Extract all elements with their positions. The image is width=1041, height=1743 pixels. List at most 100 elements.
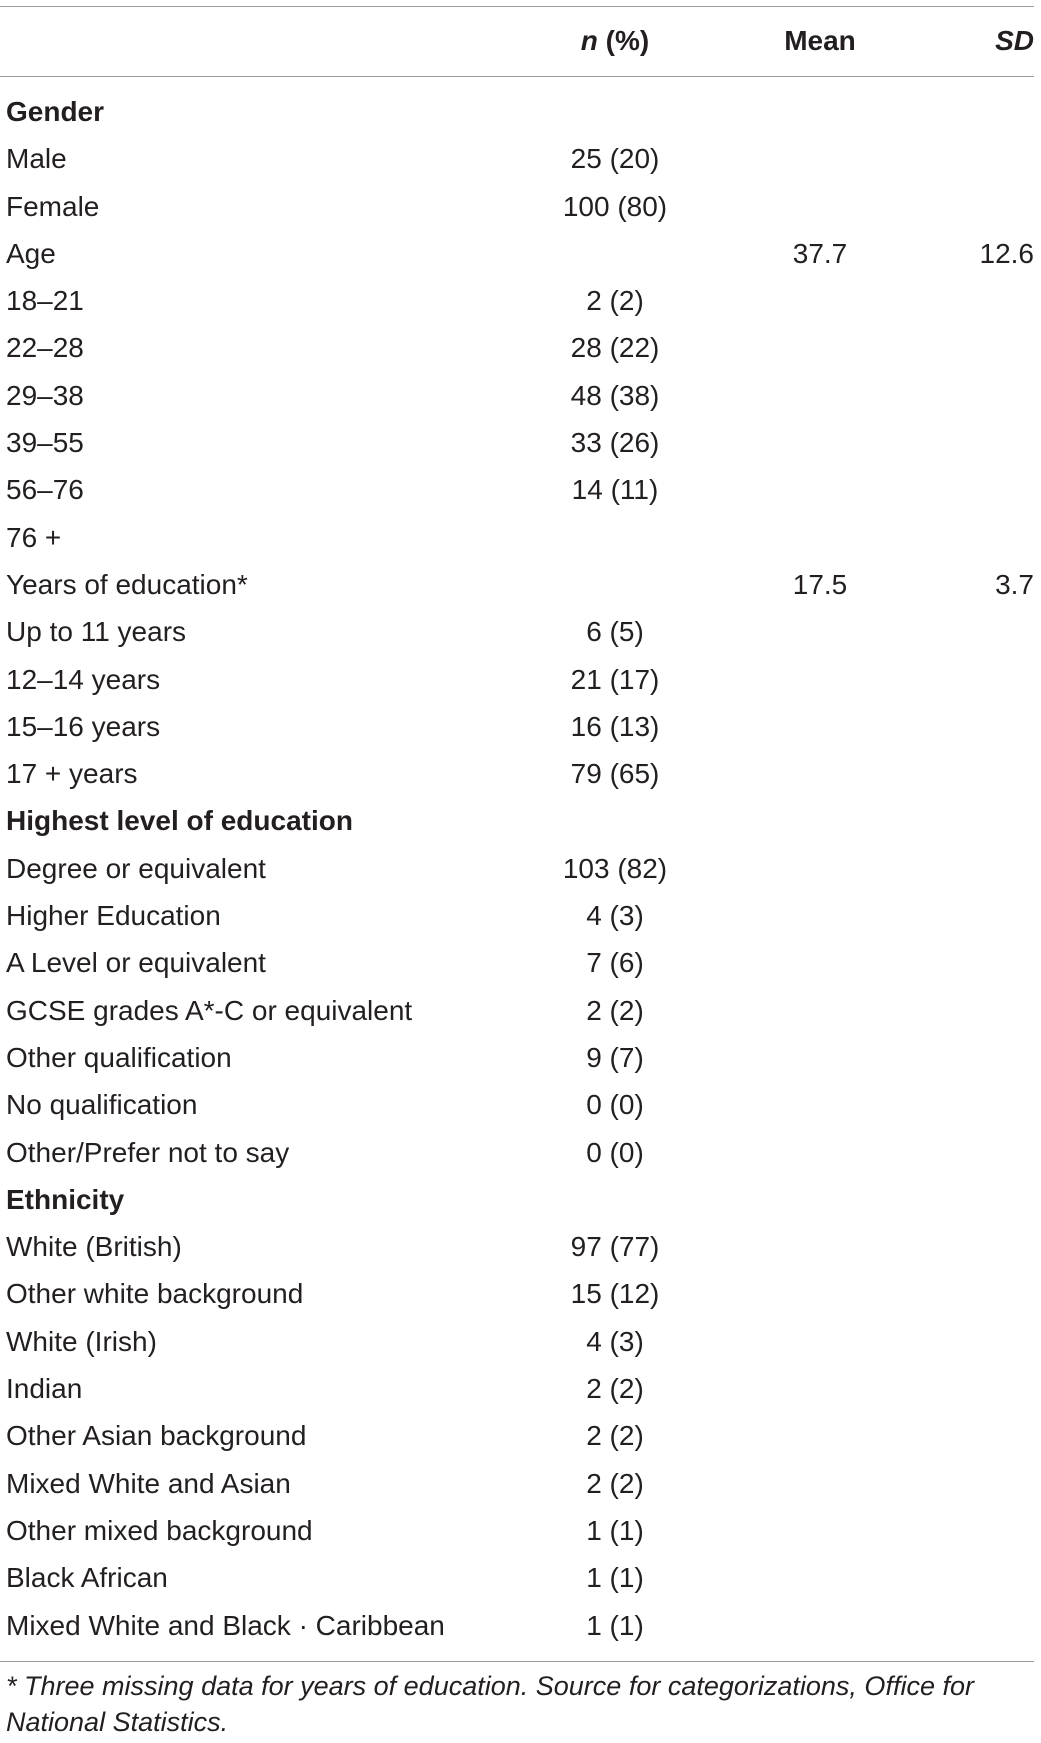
header-n-italic: n	[580, 25, 598, 56]
row-sd	[900, 608, 1034, 655]
row-n-percent	[540, 230, 690, 277]
row-n-percent: 25 (20)	[570, 143, 660, 175]
table-row: Age 37.7 12.6	[0, 230, 1034, 277]
row-sd	[900, 845, 1034, 892]
row-mean	[760, 183, 880, 230]
row-sd	[900, 750, 1034, 797]
row-n-percent: 97 (77)	[570, 1231, 660, 1263]
table-row: White (Irish) 4 (3)	[0, 1318, 1034, 1365]
section-heading-row: Highest level of education	[0, 797, 1034, 844]
table-header-rule	[0, 76, 1034, 77]
row-label: 56–76	[6, 474, 84, 506]
row-label: Up to 11 years	[6, 616, 187, 648]
header-n-rest: (%)	[597, 25, 650, 56]
row-n-percent: 6 (5)	[586, 616, 644, 648]
row-mean	[760, 1507, 880, 1554]
row-sd: 12.6	[979, 237, 1035, 269]
row-sd	[900, 939, 1034, 986]
row-sd	[900, 1034, 1034, 1081]
row-mean	[760, 1034, 880, 1081]
row-mean	[760, 466, 880, 513]
row-label: Other white background	[6, 1278, 304, 1310]
row-n-percent: 2 (2)	[586, 285, 644, 317]
row-label: 17 + years	[6, 758, 138, 790]
row-sd	[900, 892, 1034, 939]
row-label: 15–16 years	[6, 710, 161, 742]
row-n-percent: 16 (13)	[570, 710, 660, 742]
row-label: 12–14 years	[6, 663, 161, 695]
row-sd	[900, 419, 1034, 466]
table-row: Mixed White and Black · Caribbean 1 (1)	[0, 1602, 1034, 1649]
row-label: Other/Prefer not to say	[6, 1136, 290, 1168]
table-row: 29–38 48 (38)	[0, 372, 1034, 419]
row-n-percent: 9 (7)	[586, 1041, 644, 1073]
table-row: Mixed White and Asian 2 (2)	[0, 1460, 1034, 1507]
row-mean: 37.7	[792, 237, 848, 269]
row-mean	[760, 1460, 880, 1507]
row-sd	[900, 135, 1034, 182]
row-label: 76 +	[6, 521, 62, 553]
header-sd: SD	[995, 25, 1034, 56]
row-mean	[760, 845, 880, 892]
row-mean	[760, 1223, 880, 1270]
row-mean	[760, 324, 880, 371]
row-sd: 3.7	[995, 568, 1034, 600]
row-label: Other qualification	[6, 1041, 232, 1073]
row-n-percent: 0 (0)	[586, 1089, 644, 1121]
row-sd	[900, 1602, 1034, 1649]
table-row: Up to 11 years 6 (5)	[0, 608, 1034, 655]
table-row: 76 +	[0, 514, 1034, 561]
row-sd	[900, 372, 1034, 419]
row-label: GCSE grades A*-C or equivalent	[6, 994, 413, 1026]
table-row: Higher Education 4 (3)	[0, 892, 1034, 939]
row-sd	[900, 1270, 1034, 1317]
row-n-percent: 1 (1)	[586, 1562, 644, 1594]
row-label: Years of education*	[6, 568, 248, 600]
row-sd	[900, 1460, 1034, 1507]
row-n-percent: 100 (80)	[562, 190, 668, 222]
table-row: 17 + years 79 (65)	[0, 750, 1034, 797]
row-mean	[760, 277, 880, 324]
row-mean	[760, 1602, 880, 1649]
row-sd	[900, 324, 1034, 371]
table-row: No qualification 0 (0)	[0, 1081, 1034, 1128]
row-label: Mixed White and Asian	[6, 1467, 291, 1499]
row-label: Ethnicity	[6, 1183, 125, 1215]
table-row: Other Asian background 2 (2)	[0, 1412, 1034, 1459]
table-row: Years of education* 17.5 3.7	[0, 561, 1034, 608]
row-n-percent: 79 (65)	[570, 758, 660, 790]
row-mean	[760, 987, 880, 1034]
row-sd	[900, 1554, 1034, 1601]
row-mean	[760, 88, 880, 135]
row-mean	[760, 372, 880, 419]
row-mean	[760, 1129, 880, 1176]
row-sd	[900, 656, 1034, 703]
row-n-percent: 21 (17)	[570, 663, 660, 695]
row-sd	[900, 987, 1034, 1034]
row-label: Black African	[6, 1562, 168, 1594]
row-label: Degree or equivalent	[6, 852, 266, 884]
row-sd	[900, 466, 1034, 513]
row-mean	[760, 892, 880, 939]
row-sd	[900, 514, 1034, 561]
row-n-percent	[540, 88, 690, 135]
row-sd	[900, 88, 1034, 135]
row-mean	[760, 656, 880, 703]
row-sd	[900, 1223, 1034, 1270]
row-sd	[900, 183, 1034, 230]
row-n-percent: 15 (12)	[570, 1278, 660, 1310]
row-n-percent: 2 (2)	[586, 1420, 644, 1452]
row-mean	[760, 750, 880, 797]
row-n-percent	[540, 797, 690, 844]
table-row: Male 25 (20)	[0, 135, 1034, 182]
table-row: Other/Prefer not to say 0 (0)	[0, 1129, 1034, 1176]
table-row: Other mixed background 1 (1)	[0, 1507, 1034, 1554]
table-row: A Level or equivalent 7 (6)	[0, 939, 1034, 986]
table-row: Degree or equivalent 103 (82)	[0, 845, 1034, 892]
row-n-percent	[540, 514, 690, 561]
row-mean	[760, 1554, 880, 1601]
header-mean: Mean	[784, 25, 856, 56]
section-heading-row: Ethnicity	[0, 1176, 1034, 1223]
table-row: 22–28 28 (22)	[0, 324, 1034, 371]
row-sd	[900, 1176, 1034, 1223]
